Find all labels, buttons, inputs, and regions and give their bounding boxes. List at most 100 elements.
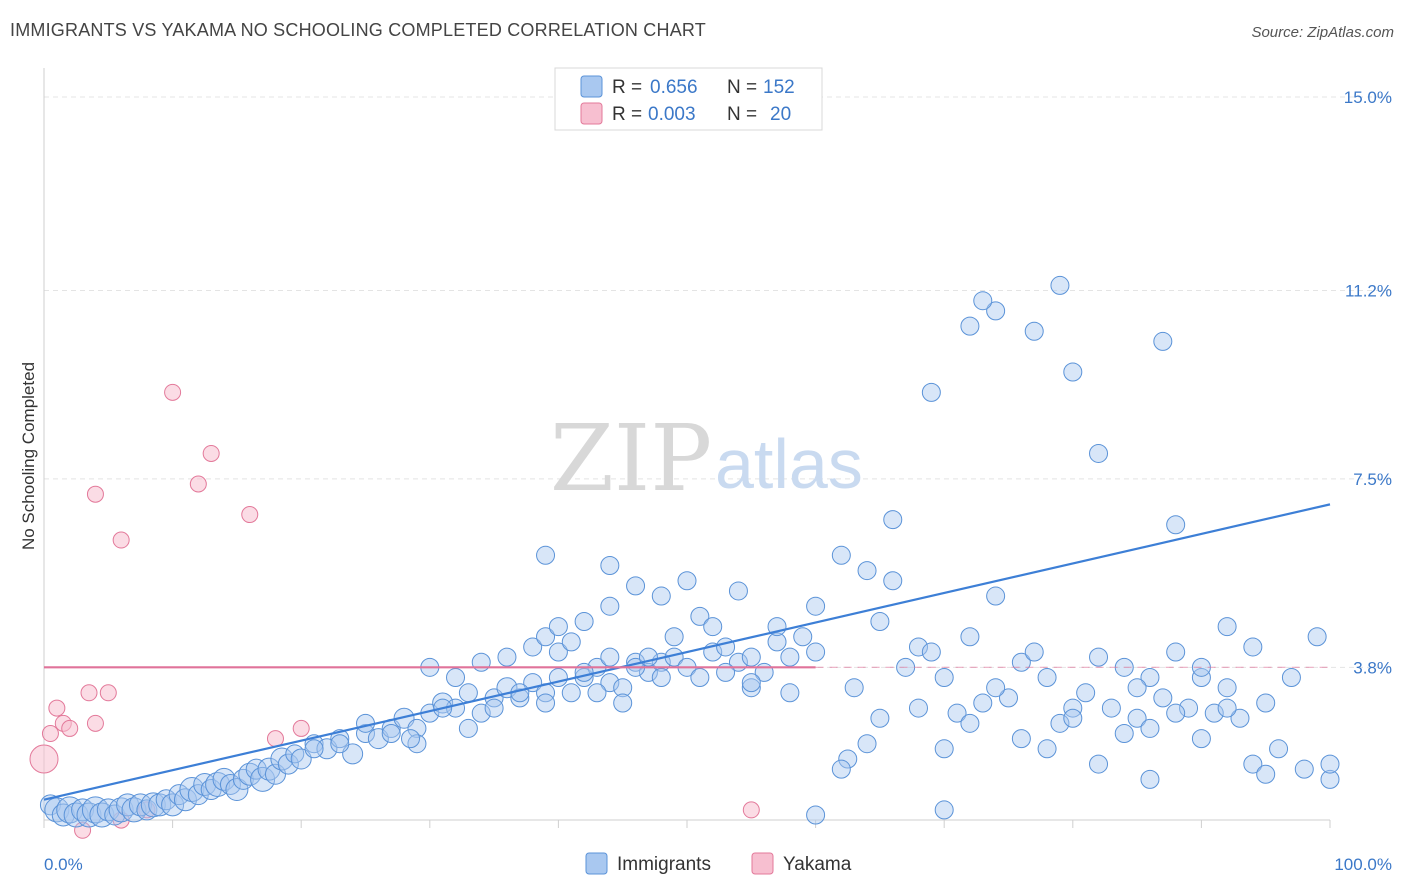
immigrants-point bbox=[986, 301, 1006, 321]
immigrants-point bbox=[304, 739, 324, 759]
immigrants-point bbox=[148, 793, 172, 817]
immigrants-point bbox=[690, 668, 710, 688]
legend-r-value: 0.656 bbox=[650, 77, 698, 98]
legend-r-label: R = bbox=[612, 77, 642, 98]
immigrants-point bbox=[574, 611, 594, 631]
immigrants-point bbox=[1140, 718, 1160, 738]
immigrants-point bbox=[497, 647, 517, 667]
immigrants-point bbox=[536, 627, 556, 647]
immigrants-point bbox=[960, 713, 980, 733]
yakama-point bbox=[202, 444, 220, 462]
yakama-point bbox=[29, 744, 59, 774]
immigrants-point bbox=[446, 668, 466, 688]
legend-n-value: 152 bbox=[763, 77, 795, 98]
x-tick-label: 100.0% bbox=[1334, 855, 1392, 874]
immigrants-point bbox=[1140, 668, 1160, 688]
yakama-point bbox=[742, 801, 760, 819]
immigrants-point bbox=[250, 766, 276, 792]
immigrants-point bbox=[1179, 698, 1199, 718]
immigrants-point bbox=[1089, 443, 1109, 463]
immigrants-point bbox=[973, 291, 993, 311]
immigrants-point bbox=[870, 611, 890, 631]
immigrants-point bbox=[960, 316, 980, 336]
yakama-point bbox=[99, 684, 117, 702]
immigrants-point bbox=[600, 596, 620, 616]
immigrants-point bbox=[277, 753, 299, 775]
immigrants-point bbox=[510, 688, 530, 708]
bottom-legend-swatch-yakama bbox=[751, 852, 774, 875]
immigrants-point bbox=[1011, 729, 1031, 749]
immigrants-point bbox=[613, 678, 633, 698]
y-tick-label: 7.5% bbox=[1353, 470, 1392, 489]
immigrants-point bbox=[1024, 642, 1044, 662]
immigrants-point bbox=[1101, 698, 1121, 718]
yakama-point bbox=[86, 714, 104, 732]
immigrants-point bbox=[536, 545, 556, 565]
immigrants-point bbox=[1089, 754, 1109, 774]
immigrants-point bbox=[1256, 764, 1276, 784]
immigrants-point bbox=[1243, 637, 1263, 657]
yakama-point bbox=[189, 475, 207, 493]
immigrants-point bbox=[270, 747, 294, 771]
legend-swatch-yakama bbox=[580, 102, 603, 125]
yakama-point bbox=[164, 383, 182, 401]
immigrants-point bbox=[973, 693, 993, 713]
immigrants-series bbox=[39, 275, 1340, 828]
immigrants-point bbox=[703, 617, 723, 637]
yakama-point bbox=[80, 684, 98, 702]
immigrants-point bbox=[1269, 739, 1289, 759]
immigrants-point bbox=[1050, 275, 1070, 295]
immigrants-point bbox=[51, 803, 75, 827]
immigrants-point bbox=[780, 683, 800, 703]
immigrants-point bbox=[831, 759, 851, 779]
immigrants-point bbox=[838, 749, 858, 769]
legend-n-label: N = bbox=[727, 77, 757, 98]
immigrants-point bbox=[1153, 688, 1173, 708]
yakama-point bbox=[48, 699, 66, 717]
immigrants-point bbox=[600, 647, 620, 667]
immigrants-point bbox=[960, 627, 980, 647]
immigrants-point bbox=[690, 606, 710, 626]
immigrants-point bbox=[1320, 754, 1340, 774]
immigrants-point bbox=[1204, 703, 1224, 723]
watermark: ZIP atlas bbox=[550, 405, 863, 512]
watermark-atlas: atlas bbox=[715, 425, 863, 503]
watermark-zip: ZIP bbox=[550, 405, 712, 512]
legend-n-value: 20 bbox=[770, 104, 791, 125]
immigrants-point bbox=[651, 586, 671, 606]
immigrants-point bbox=[728, 581, 748, 601]
immigrants-point bbox=[1127, 708, 1147, 728]
legend-swatch-immigrants bbox=[580, 75, 603, 98]
immigrants-point bbox=[908, 637, 928, 657]
immigrants-point bbox=[212, 767, 236, 791]
immigrants-point bbox=[883, 510, 903, 530]
immigrants-point bbox=[1230, 708, 1250, 728]
immigrants-point bbox=[1024, 321, 1044, 341]
immigrants-point bbox=[1127, 678, 1147, 698]
immigrants-point bbox=[381, 724, 401, 744]
immigrants-point bbox=[1256, 693, 1276, 713]
immigrants-point bbox=[741, 673, 761, 693]
yakama-point bbox=[241, 506, 259, 524]
immigrants-point bbox=[1307, 627, 1327, 647]
gridlines bbox=[44, 96, 1392, 668]
legend: R = 0.656 N = 152 R = 0.003 N = 20 bbox=[554, 67, 823, 131]
immigrants-point bbox=[651, 668, 671, 688]
tick-labels: 3.8% 7.5% 11.2% 15.0% 0.0% 100.0% bbox=[44, 88, 1392, 874]
immigrants-point bbox=[870, 708, 890, 728]
immigrants-point bbox=[1089, 647, 1109, 667]
yakama-series bbox=[29, 383, 760, 839]
immigrants-point bbox=[793, 627, 813, 647]
immigrants-point bbox=[264, 763, 286, 785]
immigrants-point bbox=[1281, 668, 1301, 688]
y-tick-label: 3.8% bbox=[1353, 658, 1392, 677]
immigrants-point bbox=[857, 561, 877, 581]
yakama-point bbox=[138, 801, 156, 819]
legend-r-label: R = bbox=[612, 104, 642, 125]
bottom-legend-swatch-immigrants bbox=[585, 852, 608, 875]
immigrants-point bbox=[471, 703, 491, 723]
immigrants-point bbox=[96, 798, 120, 822]
immigrants-point bbox=[1191, 729, 1211, 749]
immigrants-point bbox=[883, 571, 903, 591]
immigrants-point bbox=[548, 642, 568, 662]
